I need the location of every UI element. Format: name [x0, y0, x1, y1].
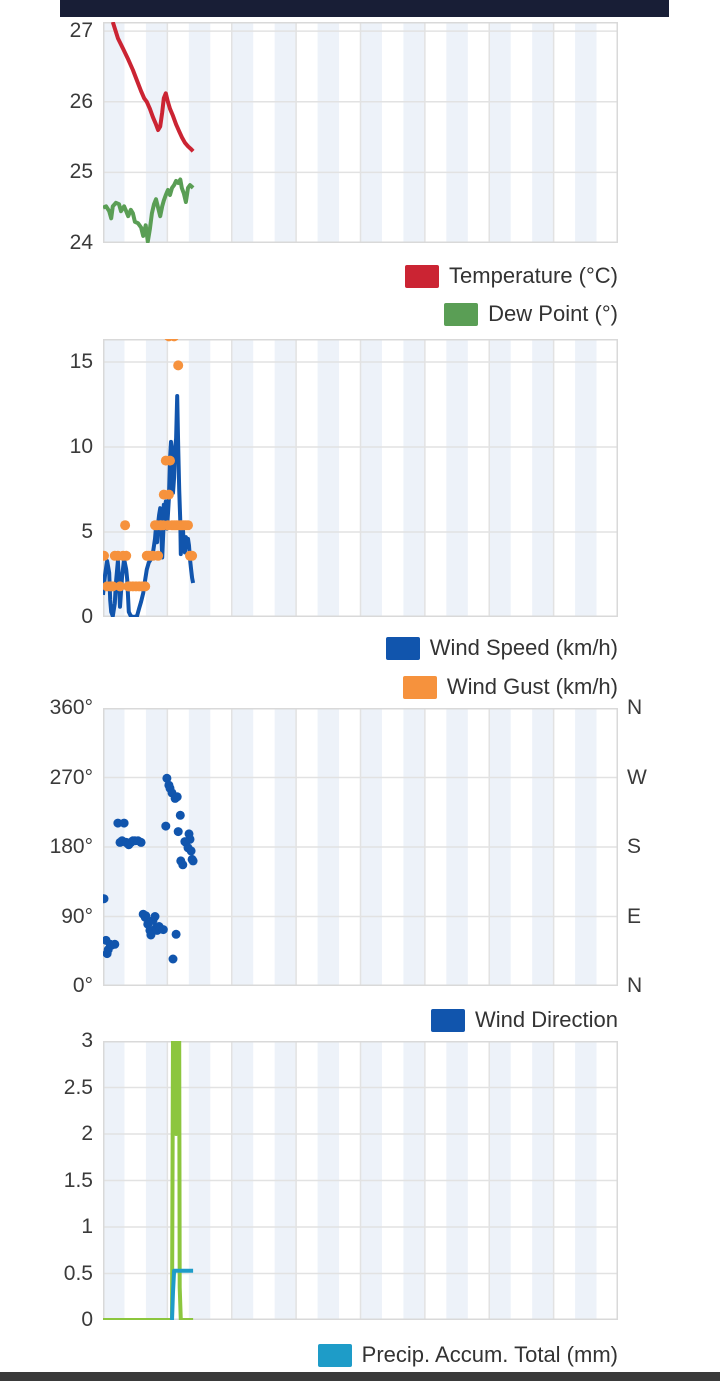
chart-wind-speed-gust-plot[interactable] — [103, 339, 618, 617]
chart-wind-speed-gust[interactable]: 15 10 5 0 — [0, 339, 720, 628]
chart-precipitation[interactable]: 3 2.5 2 1.5 1 0.5 0 — [0, 1029, 720, 1331]
y-tick-label: 0.5 — [63, 1261, 93, 1285]
legend-wind-gust: Wind Gust (km/h) — [402, 672, 618, 702]
y-tick-label: 0 — [81, 605, 93, 628]
y-tick-label: 90° — [61, 904, 93, 928]
y-tick-label: 27 — [69, 19, 93, 43]
y-tick-label: 26 — [69, 89, 93, 113]
wind-speed-legend-label: Wind Speed (km/h) — [429, 635, 618, 660]
app-header-bar — [60, 0, 669, 17]
compass-label: W — [627, 765, 647, 789]
compass-label: N — [627, 974, 643, 997]
legend-wind-speed: Wind Speed (km/h) — [385, 633, 618, 663]
wind-gust-legend-label: Wind Gust (km/h) — [446, 674, 618, 699]
y-tick-label: 5 — [81, 519, 93, 543]
dew-point-legend-label: Dew Point (°) — [488, 301, 618, 326]
y-tick-label: 2 — [81, 1122, 93, 1145]
wind-direction-legend-label: Wind Direction — [474, 1007, 618, 1032]
y-tick-label: 3 — [81, 1029, 93, 1052]
y-tick-label: 1 — [81, 1215, 93, 1238]
legend-precip-accum: Precip. Accum. Total (mm) — [317, 1340, 618, 1370]
dew-point-swatch — [444, 302, 479, 326]
chart-temperature-dewpoint[interactable]: 27 26 25 24 — [0, 19, 720, 254]
precip-accum-legend-label: Precip. Accum. Total (mm) — [361, 1342, 618, 1367]
legend-wind-direction: Wind Direction — [430, 1005, 618, 1035]
wind-direction-swatch — [430, 1008, 465, 1032]
y-tick-label: 10 — [69, 434, 93, 458]
temperature-legend-label: Temperature (°C) — [449, 263, 618, 288]
y-tick-label: 270° — [49, 765, 93, 789]
precip-accum-swatch — [317, 1343, 352, 1367]
legend-dew-point: Dew Point (°) — [444, 299, 618, 329]
wind-gust-swatch — [402, 675, 437, 699]
y-tick-label: 180° — [49, 835, 93, 858]
compass-label: E — [627, 904, 642, 928]
compass-label: N — [627, 696, 643, 719]
y-tick-label: 360° — [49, 696, 93, 719]
chart-precipitation-plot[interactable] — [103, 1041, 618, 1320]
chart-wind-direction-plot[interactable] — [103, 708, 618, 986]
chart-wind-direction[interactable]: 360° 270° 180° 90° 0° N W S E N — [0, 696, 720, 997]
y-tick-label: 15 — [69, 349, 93, 373]
y-tick-label: 25 — [69, 160, 93, 184]
y-tick-label: 24 — [69, 231, 93, 254]
bottom-system-bar — [0, 1372, 720, 1381]
y-tick-label: 0 — [81, 1308, 93, 1331]
chart-temperature-dewpoint-plot[interactable] — [103, 22, 618, 243]
legend-temperature: Temperature (°C) — [405, 261, 618, 291]
y-tick-label: 2.5 — [63, 1075, 93, 1099]
wind-speed-swatch — [385, 636, 420, 660]
y-tick-label: 1.5 — [63, 1168, 93, 1192]
compass-label: S — [627, 835, 642, 858]
temperature-swatch — [405, 264, 440, 288]
y-tick-label: 0° — [72, 974, 93, 997]
